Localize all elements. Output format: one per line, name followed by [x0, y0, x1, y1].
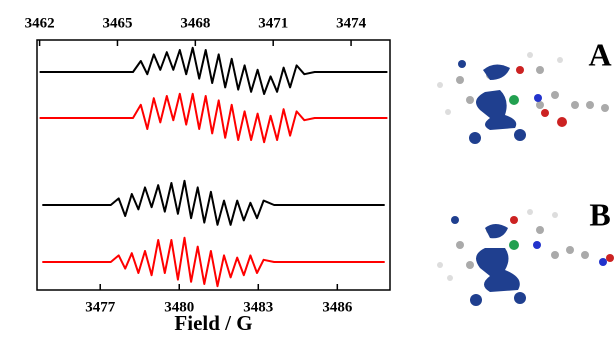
- x-tick-label: 3465: [102, 15, 132, 31]
- panel-label: A: [588, 36, 611, 72]
- x-tick-label: 3486: [322, 299, 353, 315]
- spectrum-line: [40, 48, 388, 94]
- panel-label: B: [589, 196, 610, 232]
- spectrum-line: [40, 94, 388, 142]
- x-tick-label: 3474: [336, 15, 367, 31]
- x-tick-label: 3477: [85, 299, 116, 315]
- spectrum-line: [42, 238, 384, 286]
- molecule-b: [437, 209, 614, 306]
- x-tick-label: 3462: [25, 15, 55, 31]
- figure: A B 346234653468347134743477348034833486…: [0, 0, 616, 339]
- spectrum-line: [42, 181, 384, 225]
- molecule-a: [437, 52, 609, 144]
- x-tick-label: 3471: [258, 15, 288, 31]
- x-tick-label: 3468: [180, 15, 210, 31]
- x-axis-label: Field / G: [174, 311, 252, 335]
